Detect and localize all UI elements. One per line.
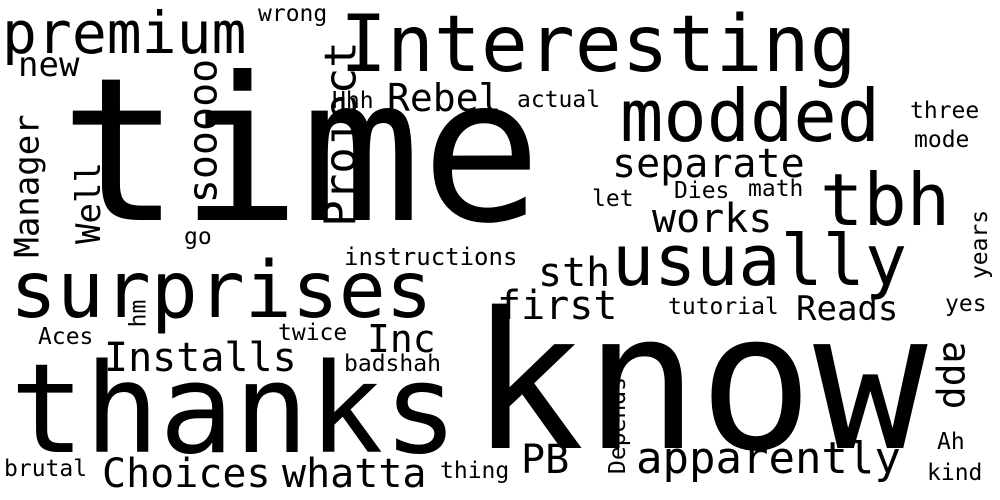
word-badshah: badshah bbox=[344, 351, 441, 377]
word-new: new bbox=[18, 45, 80, 85]
word-sooooo: sooooo bbox=[180, 58, 227, 204]
word-thanks: thanks bbox=[10, 338, 458, 482]
word-premium: premium bbox=[2, 0, 247, 67]
word-hhh: Hhh bbox=[332, 88, 374, 114]
word-sth: sth bbox=[538, 250, 611, 296]
word-math: math bbox=[748, 176, 804, 202]
word-app: app bbox=[934, 340, 979, 410]
word-mode: mode bbox=[914, 127, 970, 153]
word-modded: modded bbox=[620, 74, 881, 158]
word-aces: Aces bbox=[38, 324, 94, 350]
word-well: Well bbox=[68, 162, 109, 244]
word-tbh: tbh bbox=[820, 158, 951, 242]
word-yes: yes bbox=[945, 291, 987, 317]
word-surprises: surprises bbox=[10, 246, 433, 336]
word-separate: separate bbox=[612, 141, 805, 187]
word-whatta: whatta bbox=[282, 451, 427, 497]
word-actual: actual bbox=[517, 87, 601, 113]
word-tutorial: tutorial bbox=[668, 294, 779, 320]
word-time: time bbox=[60, 35, 542, 268]
word-thing: thing bbox=[440, 458, 510, 484]
word-usually: usually bbox=[612, 220, 908, 302]
word-inc: Inc bbox=[367, 317, 436, 361]
word-ah: Ah bbox=[937, 429, 965, 455]
word-twice: twice bbox=[278, 320, 348, 346]
word-apparently: apparently bbox=[636, 433, 901, 484]
word-pb: PB bbox=[521, 437, 570, 483]
word-installs: Installs bbox=[104, 335, 297, 381]
word-hm: hm bbox=[125, 299, 152, 328]
word-project: Project bbox=[315, 41, 367, 227]
word-interesting: Interesting bbox=[340, 0, 857, 90]
word-go: go bbox=[184, 224, 212, 250]
word-know: know bbox=[470, 272, 928, 493]
word-first: first bbox=[497, 283, 618, 329]
word-dies: Dies bbox=[674, 178, 730, 204]
word-three: three bbox=[910, 98, 980, 124]
word-choices: Choices bbox=[102, 451, 271, 497]
word-depends: Depends bbox=[604, 377, 631, 474]
word-rebel: Rebel bbox=[387, 76, 502, 120]
word-wrong: wrong bbox=[258, 1, 328, 27]
word-kind: kind bbox=[927, 460, 983, 486]
word-manager: Manager bbox=[7, 114, 48, 258]
word-brutal: brutal bbox=[4, 456, 88, 482]
word-reads: Reads bbox=[796, 289, 899, 329]
word-instructions: instructions bbox=[344, 243, 518, 271]
word-years: years bbox=[967, 209, 994, 280]
word-let: let bbox=[592, 186, 634, 212]
word-works: works bbox=[652, 196, 773, 242]
